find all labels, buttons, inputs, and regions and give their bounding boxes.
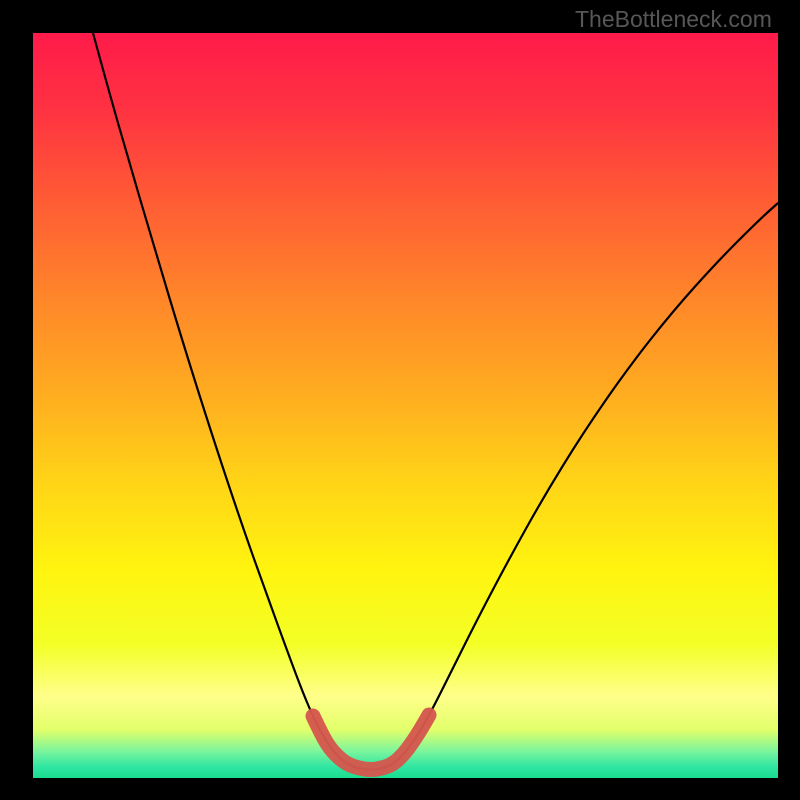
gradient-background [33,33,778,778]
watermark-text: TheBottleneck.com [575,6,772,33]
